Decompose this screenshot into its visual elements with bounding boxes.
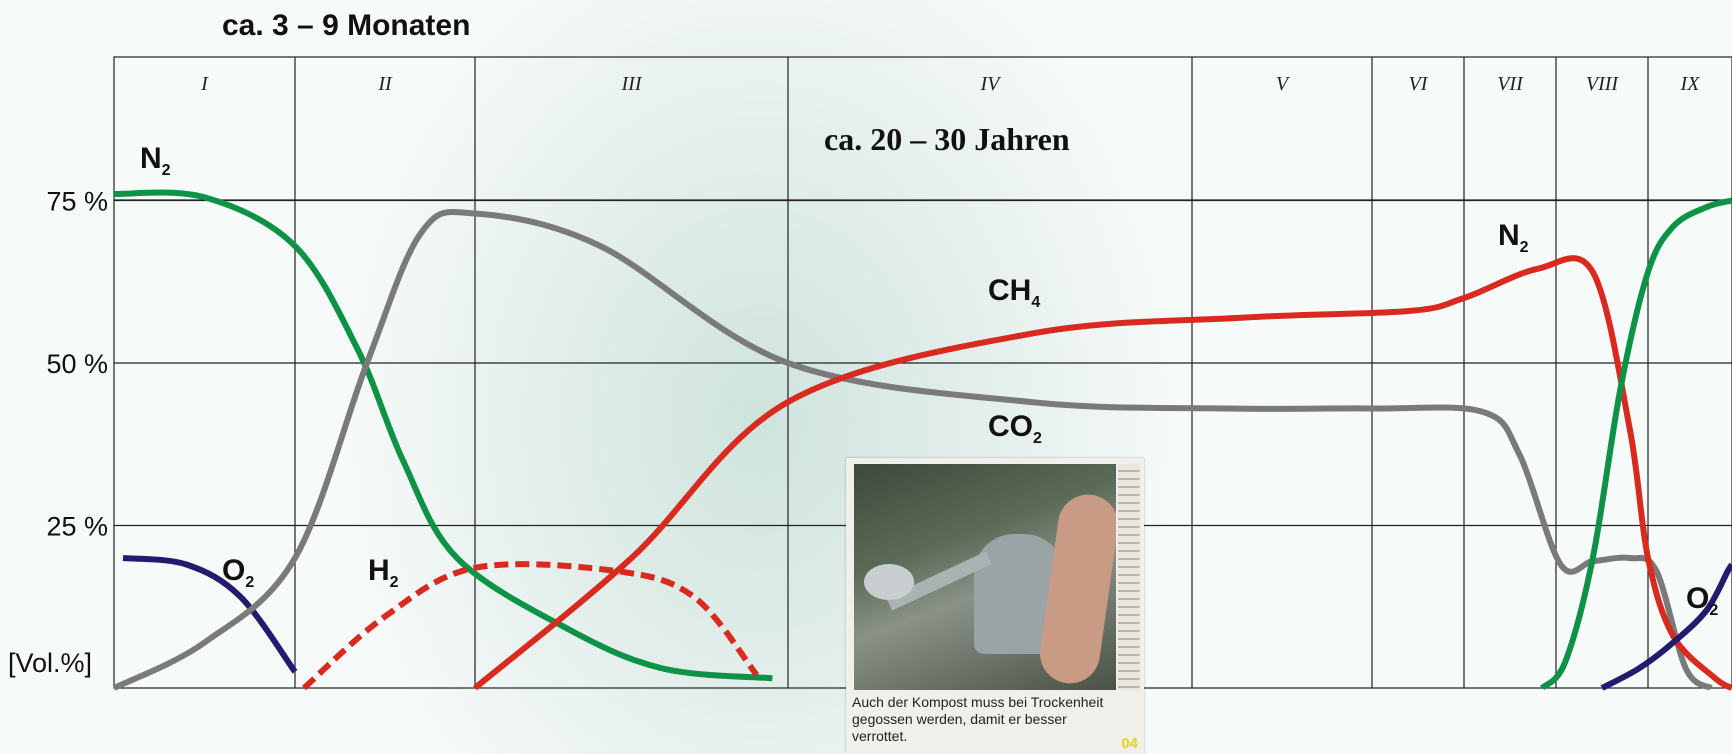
series-label-o2-right: O2 xyxy=(1686,582,1718,619)
phase-label-vi: VI xyxy=(1409,73,1429,95)
series-line-o2 xyxy=(122,555,298,674)
top-duration-label: ca. 3 – 9 Monaten xyxy=(222,9,470,42)
clipping-side-text xyxy=(1118,464,1140,690)
series-label-ch4: CH4 xyxy=(988,274,1040,311)
compost-photo-clipping: Auch der Kompost muss bei Trockenheit ge… xyxy=(846,458,1144,754)
series-line-n2 xyxy=(113,189,773,682)
series-label-o2-left: O2 xyxy=(222,554,254,591)
phase-label-viii: VIII xyxy=(1586,73,1620,95)
phase-label-iv: IV xyxy=(980,73,1003,95)
phase-label-ix: IX xyxy=(1680,73,1701,95)
series-label-h2: H2 xyxy=(368,554,399,591)
watering-can-photo xyxy=(854,464,1116,690)
series-line-co2 xyxy=(112,209,1713,691)
y-axis-unit-label: [Vol.%] xyxy=(8,648,92,678)
phase-label-vii: VII xyxy=(1497,73,1524,95)
phase-label-ii: II xyxy=(377,73,393,95)
series-lines xyxy=(112,189,1732,691)
series-labels: N2 O2 H2 CH4 CO2 N2 O2 xyxy=(140,142,1718,619)
series-line-h2 xyxy=(302,561,760,691)
series-line-n2 xyxy=(1539,197,1732,691)
series-label-co2: CO2 xyxy=(988,410,1042,447)
y-tick-label: 50 % xyxy=(46,349,108,379)
photo-page-number: 04 xyxy=(1121,735,1138,752)
photo-caption: Auch der Kompost muss bei Trockenheit ge… xyxy=(852,694,1104,744)
series-line-o2 xyxy=(1600,562,1732,691)
series-label-n2-right: N2 xyxy=(1498,219,1529,256)
y-tick-label: 75 % xyxy=(46,187,108,217)
series-label-n2-left: N2 xyxy=(140,142,171,179)
mid-duration-label: ca. 20 – 30 Jahren xyxy=(824,121,1070,157)
series-line-ch4 xyxy=(473,255,1732,691)
y-tick-label: 25 % xyxy=(46,512,108,542)
phase-label-iii: III xyxy=(621,73,643,95)
y-axis-ticks: 75 % 50 % 25 % xyxy=(46,187,108,542)
phase-label-i: I xyxy=(200,73,209,95)
phase-labels: I II III IV V VI VII VIII IX xyxy=(200,73,1700,95)
phase-label-v: V xyxy=(1276,73,1291,95)
